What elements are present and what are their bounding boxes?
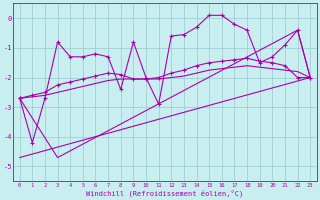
X-axis label: Windchill (Refroidissement éolien,°C): Windchill (Refroidissement éolien,°C) — [86, 189, 244, 197]
